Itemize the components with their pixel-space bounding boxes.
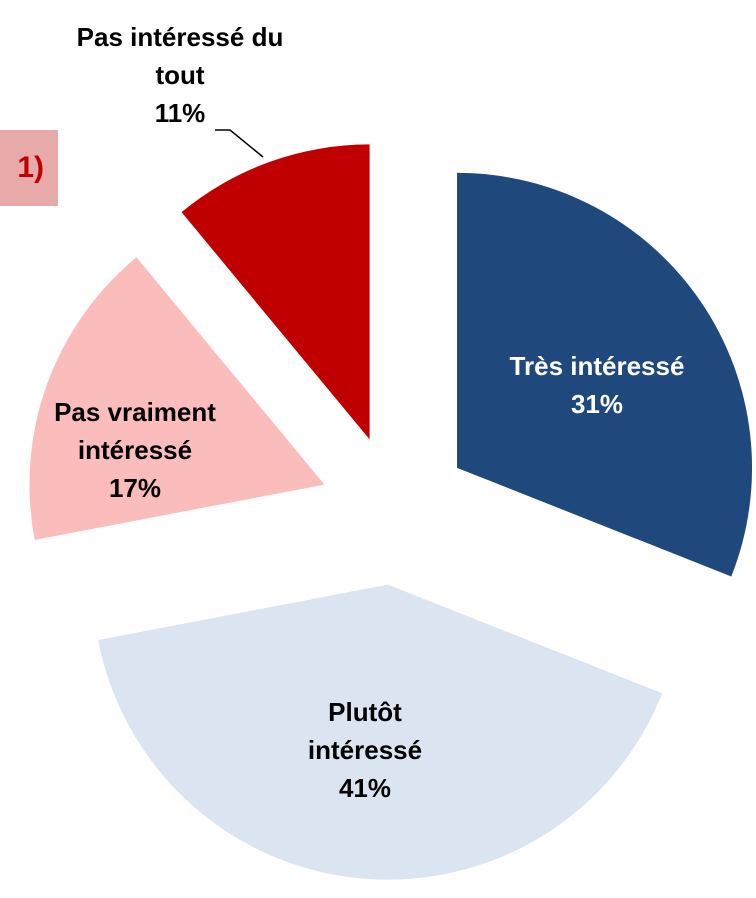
slice-label: Très intéressé 31%: [467, 347, 727, 423]
leader-line: [215, 129, 264, 158]
slice-name: Pas vraiment intéressé: [54, 397, 216, 465]
slice-name: Pas intéressé du tout: [76, 22, 284, 90]
slice-name: Très intéressé: [509, 351, 685, 381]
pie-slice: [457, 172, 753, 577]
slice-label: Plutôt intéressé 41%: [280, 693, 450, 807]
slice-value: 17%: [108, 473, 162, 503]
slice-value: 31%: [570, 389, 624, 419]
slice-label: Pas vraiment intéressé 17%: [35, 393, 235, 507]
slice-name: Plutôt intéressé: [307, 697, 423, 765]
slice-value: 41%: [338, 773, 392, 803]
pie-slice: [98, 584, 663, 880]
annotation: 1): [0, 130, 58, 206]
pie-slice: [181, 144, 370, 440]
slice-value: 11%: [154, 98, 206, 128]
slice-label: Pas intéressé du tout 11%: [65, 18, 295, 132]
pie-slice: [29, 257, 325, 540]
